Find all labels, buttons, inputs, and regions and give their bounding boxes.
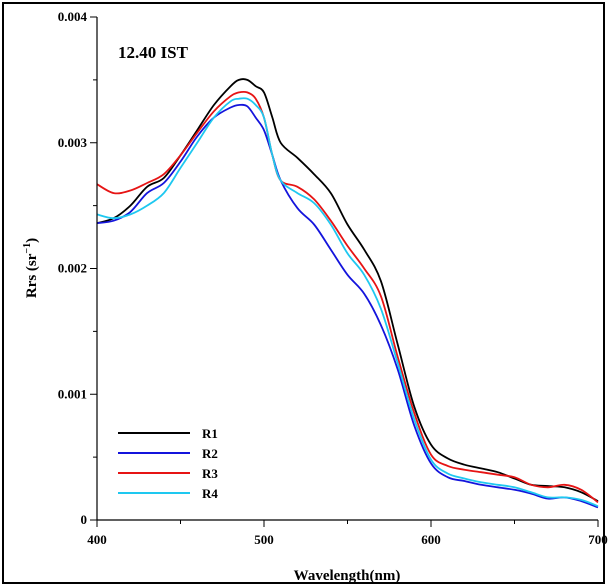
x-tick-label: 700 <box>588 532 608 547</box>
legend-label-r2: R2 <box>202 446 218 461</box>
time-annotation: 12.40 IST <box>118 43 189 62</box>
series-line-r1 <box>96 78 599 502</box>
y-axis-title: Rrs (sr−1) <box>22 238 40 298</box>
x-tick-label: 500 <box>254 532 274 547</box>
axes <box>96 17 598 521</box>
legend: R1 R2 R3 R4 <box>118 426 218 501</box>
y-tick-label: 0.002 <box>58 261 87 276</box>
y-tick-label: 0.004 <box>58 9 88 24</box>
x-tick-label: 600 <box>421 532 441 547</box>
x-tick-label: 400 <box>87 532 107 547</box>
y-tick-label: 0.003 <box>58 135 88 150</box>
legend-label-r1: R1 <box>202 426 218 441</box>
y-tick-label: 0.001 <box>58 386 87 401</box>
ticks: 400 500 600 700 0 0.001 0.002 0.003 0.004 <box>58 9 608 547</box>
y-tick-label: 0 <box>81 512 88 527</box>
y-axis-title-main: Rrs (sr <box>24 253 40 298</box>
y-axis-title-sup: −1 <box>22 243 33 254</box>
series-line-r4 <box>96 97 599 508</box>
series-line-r3 <box>96 90 599 504</box>
series-curves <box>96 78 599 509</box>
legend-label-r4: R4 <box>202 486 218 501</box>
x-axis-title: Wavelength(nm) <box>294 568 401 584</box>
legend-label-r3: R3 <box>202 466 218 481</box>
y-axis-title-close: ) <box>24 238 40 243</box>
series-line-r2 <box>96 103 599 509</box>
